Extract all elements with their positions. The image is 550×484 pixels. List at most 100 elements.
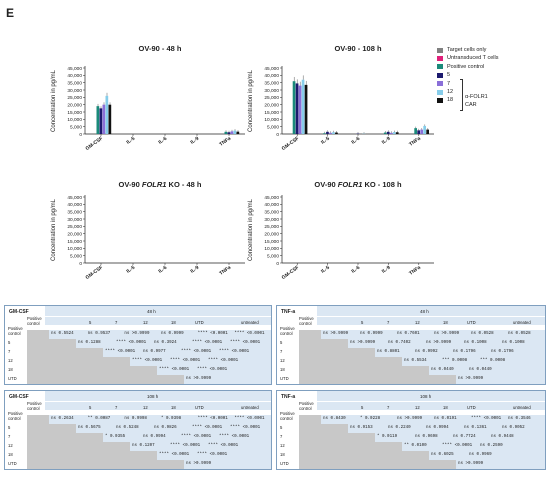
- x-tick-label: IL-6: [157, 136, 168, 146]
- x-tick-label: IL-6: [157, 265, 168, 275]
- p-value-cell: *** 0.0008: [480, 359, 506, 363]
- row-bg: [429, 366, 545, 375]
- row-label: control: [280, 331, 293, 336]
- y-tick-label: 30,000: [67, 88, 82, 94]
- y-tick-label: 25,000: [67, 95, 82, 101]
- x-tick-label: IL-9: [189, 136, 200, 146]
- p-value-cell: ns 0.2240: [388, 426, 411, 430]
- legend-swatch: [437, 47, 443, 53]
- legend-label: Untransduced T cells: [447, 55, 499, 62]
- p-value-cell: **** <0.0001: [116, 341, 147, 345]
- p-value-cell: **** <0.0001: [132, 359, 163, 363]
- y-tick-label: 15,000: [67, 239, 82, 245]
- p-value-cell: **** <0.0001: [471, 417, 502, 421]
- p-value-cell: **** <0.0001: [197, 332, 228, 336]
- bar: [383, 132, 387, 134]
- row-label: 18: [8, 367, 13, 372]
- triangle-fill: [27, 424, 76, 433]
- y-tick-label: 20,000: [264, 231, 279, 237]
- y-axis-label: Concentration in pg/mL: [248, 69, 254, 132]
- y-tick-label: 5,000: [267, 253, 279, 259]
- column-header: 7: [115, 405, 118, 410]
- p-value-cell: **** <0.0001: [192, 341, 223, 345]
- triangle-fill: [299, 375, 456, 384]
- p-value-cell: **** <0.0001: [170, 444, 201, 448]
- legend-label: Target cells only: [447, 47, 487, 53]
- p-value-cell: ns >0.9999: [458, 462, 484, 466]
- row-label: 5: [8, 425, 11, 430]
- p-value-cell: ns 0.1207: [132, 444, 155, 448]
- column-header: 12: [143, 405, 148, 410]
- y-tick-label: 35,000: [264, 209, 279, 215]
- p-value-cell: **** <0.0001: [197, 453, 228, 457]
- p-value-cell: * 0.0398: [161, 417, 182, 421]
- p-value-cell: ns 0.5675: [78, 426, 101, 430]
- y-tick-label: 15,000: [264, 239, 279, 245]
- row-label: Positive: [8, 326, 23, 331]
- bar: [292, 81, 296, 134]
- row-label: 7: [280, 434, 283, 439]
- y-tick-label: 35,000: [67, 80, 82, 86]
- bar: [414, 128, 417, 134]
- y-axis-label: Concentration in pg/mL: [51, 198, 57, 261]
- row-label: 7: [8, 434, 11, 439]
- p-value-cell: ** 0.0100: [404, 444, 427, 448]
- y-axis-label: Concentration in pg/mL: [51, 69, 57, 132]
- chart-title: OV-90 - 48 h: [139, 44, 182, 53]
- row-label: 12: [8, 358, 13, 363]
- x-tick-label: IL-6: [350, 136, 361, 146]
- row-label: 5: [280, 340, 283, 345]
- p-value-cell: ns 0.9052: [502, 426, 525, 430]
- p-value-cell: ns >0.9999: [458, 377, 484, 381]
- y-tick-label: 30,000: [264, 217, 279, 223]
- legend-label: 12: [447, 88, 454, 95]
- y-tick-label: 45,000: [264, 66, 279, 72]
- x-tick-label: TNFa: [218, 136, 232, 148]
- stats-table: TNF-a 108 h Positive control 5 7 12 18 UTD untrea…: [276, 390, 546, 470]
- triangle-fill: [299, 330, 321, 339]
- p-value-cell: **** <0.0001: [105, 350, 136, 354]
- bar: [417, 130, 420, 134]
- car-bracket: [460, 79, 463, 111]
- table-time: 48 h: [147, 309, 156, 314]
- column-header: Positive: [299, 316, 314, 321]
- legend-item: Untransduced T cells: [437, 54, 498, 62]
- p-value-cell: **** <0.0001: [159, 368, 190, 372]
- bar: [233, 130, 237, 134]
- car-label: α-FOLR1 CAR: [465, 94, 488, 109]
- p-value-cell: ns >0.9999: [434, 332, 460, 336]
- p-value-cell: ns >0.9999: [186, 377, 212, 381]
- p-value-cell: ns >0.9999: [426, 341, 452, 345]
- column-header: 5: [361, 320, 364, 325]
- legend: Target cells only Untransduced T cells Pos…: [437, 46, 498, 111]
- y-tick-label: 10,000: [264, 246, 279, 252]
- p-value-cell: **** <0.0001: [197, 368, 228, 372]
- p-value-cell: ns 0.9698: [415, 435, 438, 439]
- column-header: 18: [171, 405, 176, 410]
- triangle-fill: [299, 451, 429, 460]
- x-tick-label: IL-6: [350, 265, 361, 275]
- triangle-fill: [27, 451, 157, 460]
- row-bg: [157, 451, 271, 460]
- bar: [323, 133, 326, 134]
- bar: [102, 104, 106, 134]
- stats-table: TNF-a 48 h Positive control 5 7 12 18 UTD untreat…: [276, 305, 546, 385]
- p-value-cell: ns 0.9994: [426, 426, 449, 430]
- p-value-cell: **** <0.0001: [219, 350, 250, 354]
- p-value-cell: ns 0.1008: [502, 341, 525, 345]
- bar: [301, 79, 305, 134]
- row-label: control: [8, 416, 21, 421]
- bar: [335, 132, 338, 134]
- x-tick-label: GM-CSF: [85, 265, 105, 281]
- p-value-cell: ns 0.0191: [434, 417, 457, 421]
- legend-label: 18: [447, 97, 454, 104]
- legend-item: 7: [437, 80, 498, 88]
- bar: [332, 132, 335, 134]
- column-header: untreated: [513, 405, 531, 410]
- p-value-cell: * 0.0355: [105, 435, 126, 439]
- table-title: GM-CSF: [9, 309, 29, 315]
- bar: [420, 129, 423, 134]
- p-value-cell: ns 0.9448: [491, 435, 514, 439]
- x-tick-label: IL-5: [125, 265, 136, 275]
- table-header-bg: [317, 306, 545, 316]
